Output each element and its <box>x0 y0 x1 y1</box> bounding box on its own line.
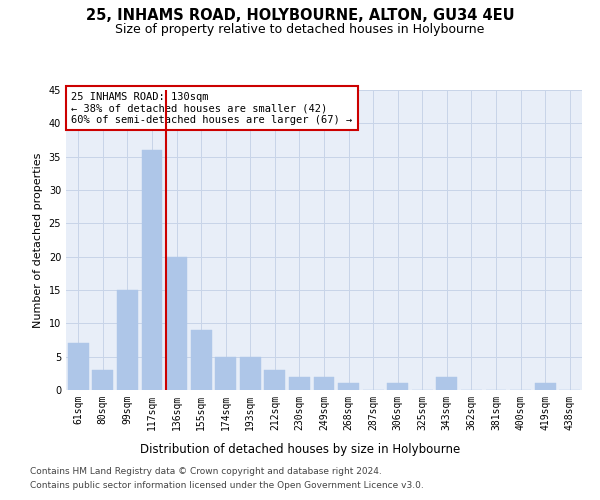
Text: 25 INHAMS ROAD: 130sqm
← 38% of detached houses are smaller (42)
60% of semi-det: 25 INHAMS ROAD: 130sqm ← 38% of detached… <box>71 92 352 124</box>
Text: 25, INHAMS ROAD, HOLYBOURNE, ALTON, GU34 4EU: 25, INHAMS ROAD, HOLYBOURNE, ALTON, GU34… <box>86 8 514 22</box>
Text: Contains public sector information licensed under the Open Government Licence v3: Contains public sector information licen… <box>30 481 424 490</box>
Bar <box>142 150 163 390</box>
Bar <box>92 370 113 390</box>
Bar <box>436 376 457 390</box>
Bar <box>68 344 89 390</box>
Bar <box>215 356 236 390</box>
Text: Distribution of detached houses by size in Holybourne: Distribution of detached houses by size … <box>140 442 460 456</box>
Bar <box>314 376 334 390</box>
Text: Contains HM Land Registry data © Crown copyright and database right 2024.: Contains HM Land Registry data © Crown c… <box>30 467 382 476</box>
Bar <box>289 376 310 390</box>
Bar <box>117 290 138 390</box>
Bar <box>338 384 359 390</box>
Text: Size of property relative to detached houses in Holybourne: Size of property relative to detached ho… <box>115 22 485 36</box>
Bar <box>265 370 286 390</box>
Bar <box>191 330 212 390</box>
Y-axis label: Number of detached properties: Number of detached properties <box>33 152 43 328</box>
Bar <box>166 256 187 390</box>
Bar <box>387 384 408 390</box>
Bar <box>535 384 556 390</box>
Bar <box>240 356 261 390</box>
